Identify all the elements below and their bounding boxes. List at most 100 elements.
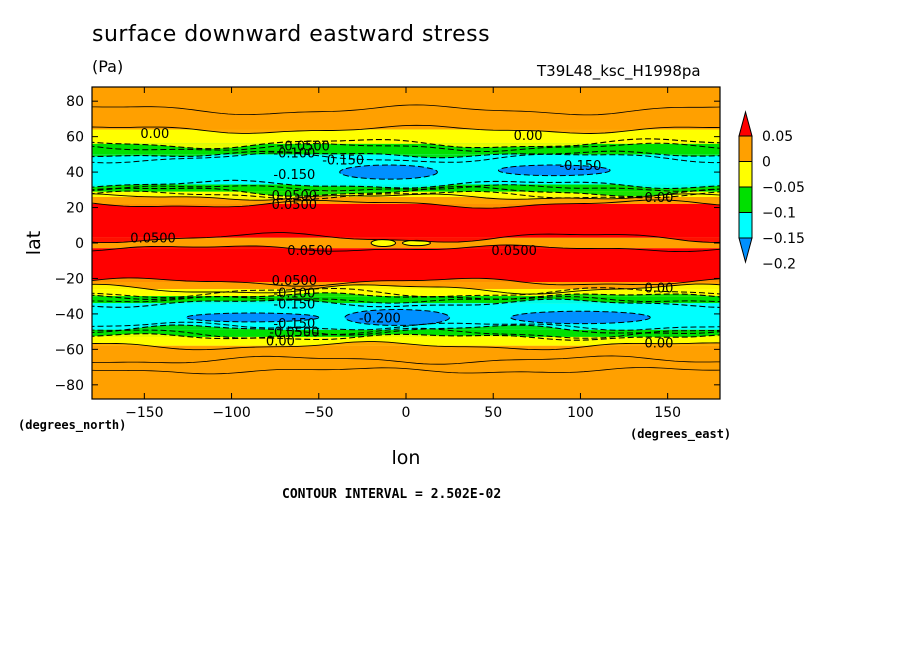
contour-labels: 0.00 0.00-0.0500-0.100 -0.150 -0.150-0.1500… (130, 127, 673, 351)
contour-label: -0.200 (359, 311, 401, 326)
contour-patch (402, 240, 431, 246)
contour-line (92, 287, 720, 299)
contour-line (92, 185, 720, 198)
chart-title: surface downward eastward stress (92, 22, 491, 47)
zonal-band (92, 345, 720, 399)
zonal-band (92, 296, 720, 304)
chart-units: (Pa) (92, 57, 124, 76)
colorbar-extend-min (738, 237, 753, 264)
contour-line (92, 324, 720, 336)
band-edge (92, 299, 720, 308)
band-edge (92, 284, 720, 295)
contour-label: 0.0500 (272, 274, 318, 289)
contour-patch (186, 313, 319, 322)
band-edge (92, 151, 720, 158)
contour-line (92, 277, 720, 287)
colorbar-segment (738, 161, 753, 188)
contour-patch (371, 239, 396, 247)
colorbar-label: 0.05 (762, 129, 793, 145)
contour-patch (498, 165, 611, 176)
contour-label: -0.150 (273, 297, 315, 312)
contour-fills (92, 87, 720, 399)
x-tick-label: 150 (654, 405, 681, 421)
y-tick-label: 40 (66, 165, 84, 181)
contour-label: 0.0500 (272, 198, 318, 213)
contour-label: -0.0500 (269, 326, 319, 341)
contour-line (92, 124, 720, 134)
x-tick-label: −100 (212, 405, 250, 421)
contour-label: 0.0500 (287, 244, 333, 259)
y-tick-label: −40 (54, 307, 84, 323)
contour-label: 0.00 (644, 281, 673, 296)
contour-line (92, 283, 720, 295)
contour-line (510, 310, 651, 325)
zonal-band (92, 282, 720, 290)
band-edge (92, 199, 720, 209)
x-tick-label: 100 (567, 405, 594, 421)
y-tick-label: 60 (66, 130, 84, 146)
contour-label: 0.00 (644, 191, 673, 206)
axes: −150 −100 −50 0 50 100 150 −80 −60 −40 −20 0 20 40 60 8… (54, 87, 720, 421)
contour-label: -0.150 (273, 168, 315, 183)
zonal-band (92, 329, 720, 337)
contour-line (92, 298, 720, 308)
contour-label: 0.00 (644, 336, 673, 351)
x-axis-label: lon (392, 447, 421, 469)
contour-line (185, 312, 320, 323)
band-edge (92, 277, 720, 287)
colorbar-extend-max (738, 110, 753, 137)
zonal-band (92, 87, 720, 130)
contour-label: -0.150 (322, 154, 364, 169)
contour-line (92, 355, 720, 365)
y-units-label: (degrees_north) (18, 418, 126, 433)
y-tick-label: −60 (54, 342, 84, 358)
contour-line (339, 164, 438, 180)
contour-line (92, 179, 720, 190)
contour-interval: CONTOUR INTERVAL = 2.502E-02 (282, 487, 502, 502)
contour-lines (92, 104, 720, 375)
band-edge (92, 292, 720, 300)
band-edge (92, 180, 720, 189)
colorbar-segment (738, 212, 753, 239)
colorbar-label: −0.2 (762, 257, 796, 273)
zonal-band (92, 289, 720, 297)
band-edge (92, 125, 720, 134)
contour-line (92, 341, 720, 351)
contour-label: -0.150 (559, 159, 601, 174)
contour-line (370, 238, 397, 248)
contour-label: -0.150 (273, 317, 315, 332)
x-tick-label: 50 (484, 405, 502, 421)
contour-line (92, 152, 720, 164)
band-edge (92, 245, 720, 252)
contour-label: 0.00 (514, 129, 543, 144)
contour-line (92, 244, 720, 253)
contour-line (92, 190, 720, 200)
contour-label: -0.100 (273, 147, 315, 162)
colorbar-segment (738, 186, 753, 213)
band-edge (92, 341, 720, 350)
contour-line (92, 333, 720, 341)
y-tick-label: 80 (66, 94, 84, 110)
x-tick-label: 0 (402, 405, 411, 421)
contour-label: -0.100 (273, 287, 315, 302)
colorbar-label: −0.15 (762, 231, 805, 247)
contour-line (92, 292, 720, 300)
contour-patch (510, 311, 651, 324)
zonal-band (92, 204, 720, 238)
colorbar-label: −0.05 (762, 180, 805, 196)
contour-line (92, 199, 720, 209)
y-tick-label: −80 (54, 378, 84, 394)
contour-label: 0.0500 (491, 244, 537, 259)
contour-label: 0.00 (140, 127, 169, 142)
contour-label: 0.0500 (272, 189, 318, 204)
contour-patch (344, 309, 450, 326)
x-tick-label: −150 (125, 405, 163, 421)
contour-line (92, 232, 720, 244)
colorbar-segment (738, 135, 753, 162)
contour-line (92, 104, 720, 116)
contour-line (92, 327, 720, 339)
colorbar-label: −0.1 (762, 206, 796, 222)
contour-line (92, 193, 720, 201)
contour-line (92, 150, 720, 159)
